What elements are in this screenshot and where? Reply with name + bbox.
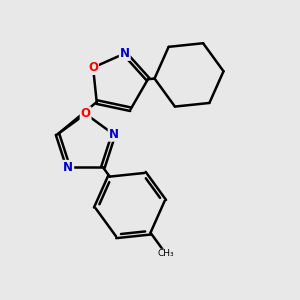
Text: N: N <box>109 128 119 141</box>
Text: N: N <box>63 161 73 174</box>
Text: N: N <box>120 47 130 60</box>
Text: O: O <box>81 107 91 120</box>
Text: O: O <box>88 61 98 74</box>
Text: CH₃: CH₃ <box>158 249 174 258</box>
